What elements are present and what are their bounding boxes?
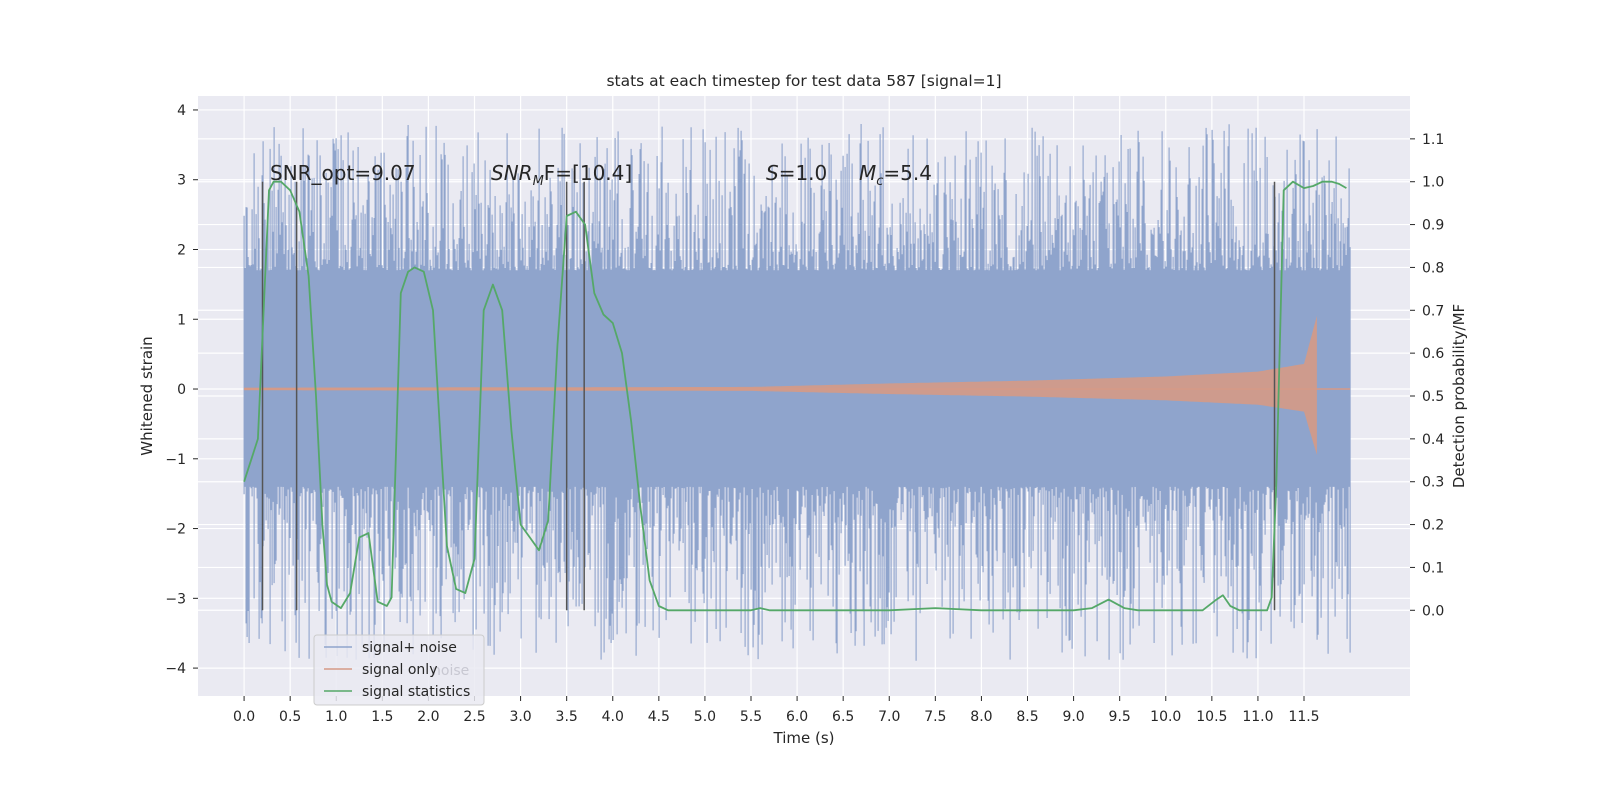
mc-symbol: M <box>859 161 876 185</box>
legend-ghost-text: noise <box>432 663 469 679</box>
x-tick-label: 10.5 <box>1196 709 1227 725</box>
x-tick-label: 9.5 <box>1109 709 1131 725</box>
series-signal-only <box>244 315 1351 455</box>
x-tick-label: 3.0 <box>509 709 531 725</box>
x-tick-label: 7.5 <box>924 709 946 725</box>
snr-mf-prefix: SNR <box>491 161 533 185</box>
y2-tick-label: 0.8 <box>1422 260 1444 276</box>
x-tick-label: 3.5 <box>556 709 578 725</box>
y2-tick-label: 0.7 <box>1422 303 1444 319</box>
x-tick-label: 10.0 <box>1150 709 1181 725</box>
signal-statistics-line <box>243 180 1347 612</box>
y-tick-label: 4 <box>177 103 186 119</box>
legend: noise signal+ noise signal only signal s… <box>313 634 485 706</box>
y2-tick-label: 0.3 <box>1422 475 1444 491</box>
x-tick-label: 0.5 <box>279 709 301 725</box>
x-tick-label: 2.0 <box>417 709 439 725</box>
y2-tick-label: 0.5 <box>1422 389 1444 405</box>
annotation-mc: Mc=5.4 <box>859 161 932 189</box>
x-tick-label: 1.5 <box>371 709 393 725</box>
y2-tick-label: 0.9 <box>1422 218 1444 234</box>
x-tick-label: 7.0 <box>878 709 900 725</box>
x-tick-label: 8.5 <box>1016 709 1038 725</box>
y2-tick-label: 1.0 <box>1422 175 1444 191</box>
x-tick-label: 2.5 <box>463 709 485 725</box>
x-tick-label: 11.0 <box>1242 709 1273 725</box>
y-tick-label: 1 <box>177 312 186 328</box>
y-tick-labels: 4 3 2 1 0 −1 −2 −3 −4 <box>165 103 198 677</box>
y2-axis-label: Detection probability/MF <box>1450 304 1468 488</box>
mc-sub: c <box>876 174 883 189</box>
x-tick-label: 6.5 <box>832 709 854 725</box>
y-tick-label: 2 <box>177 242 186 258</box>
y2-tick-label: 0.0 <box>1422 603 1444 619</box>
x-tick-label: 11.5 <box>1288 709 1319 725</box>
y2-tick-labels: 1.1 1.0 0.9 0.8 0.7 0.6 0.5 0.4 0.3 0.2 0.1 0.0 <box>1410 132 1444 619</box>
y-tick-label: −4 <box>165 661 186 677</box>
y2-tick-label: 0.6 <box>1422 346 1444 362</box>
s-value: =1.0 <box>779 161 828 185</box>
x-tick-label: 8.0 <box>970 709 992 725</box>
x-axis-label: Time (s) <box>773 729 835 747</box>
snr-mf-suffix: F=[10.4] <box>544 161 632 185</box>
y2-tick-label: 0.4 <box>1422 432 1444 448</box>
y2-tick-label: 0.1 <box>1422 560 1444 576</box>
y-tick-label: −1 <box>165 452 186 468</box>
x-tick-label: 9.0 <box>1062 709 1084 725</box>
y-tick-label: 0 <box>177 382 186 398</box>
y2-tick-label: 0.2 <box>1422 518 1444 534</box>
snr-mf-sub: M <box>533 174 544 189</box>
x-tick-label: 0.0 <box>233 709 255 725</box>
y-tick-label: −3 <box>165 591 186 607</box>
x-tick-label: 6.0 <box>786 709 808 725</box>
y-tick-label: −2 <box>165 522 186 538</box>
x-tick-label: 1.0 <box>325 709 347 725</box>
legend-box <box>313 634 485 706</box>
legend-entry-signal-only: signal only <box>362 662 437 678</box>
s-symbol: S <box>766 161 779 185</box>
annotation-s: S=1.0 <box>766 161 827 185</box>
signal-only-envelope <box>244 315 1317 455</box>
noise-trace <box>243 124 1351 661</box>
x-tick-label: 5.5 <box>740 709 762 725</box>
chart-title: stats at each timestep for test data 587… <box>606 72 1001 90</box>
y-axis-label: Whitened strain <box>138 336 156 455</box>
x-tick-label: 5.0 <box>694 709 716 725</box>
legend-entry-signal-statistics: signal statistics <box>362 684 470 700</box>
x-tick-labels: 0.0 0.5 1.0 1.5 2.0 2.5 3.0 3.5 4.0 4.5 5.0 5.5 6.0 6… <box>233 696 1320 725</box>
series-signal-statistics <box>243 180 1347 612</box>
annotation-snr-mf: SNRMF=[10.4] <box>491 161 632 189</box>
annotation-snr-opt: SNR_opt=9.07 <box>270 161 416 185</box>
legend-entry-signal-noise: signal+ noise <box>362 640 457 656</box>
y2-tick-label: 1.1 <box>1422 132 1444 148</box>
x-tick-label: 4.5 <box>648 709 670 725</box>
x-tick-label: 4.0 <box>602 709 624 725</box>
mc-value: =5.4 <box>883 161 932 185</box>
y-tick-label: 3 <box>177 173 186 189</box>
